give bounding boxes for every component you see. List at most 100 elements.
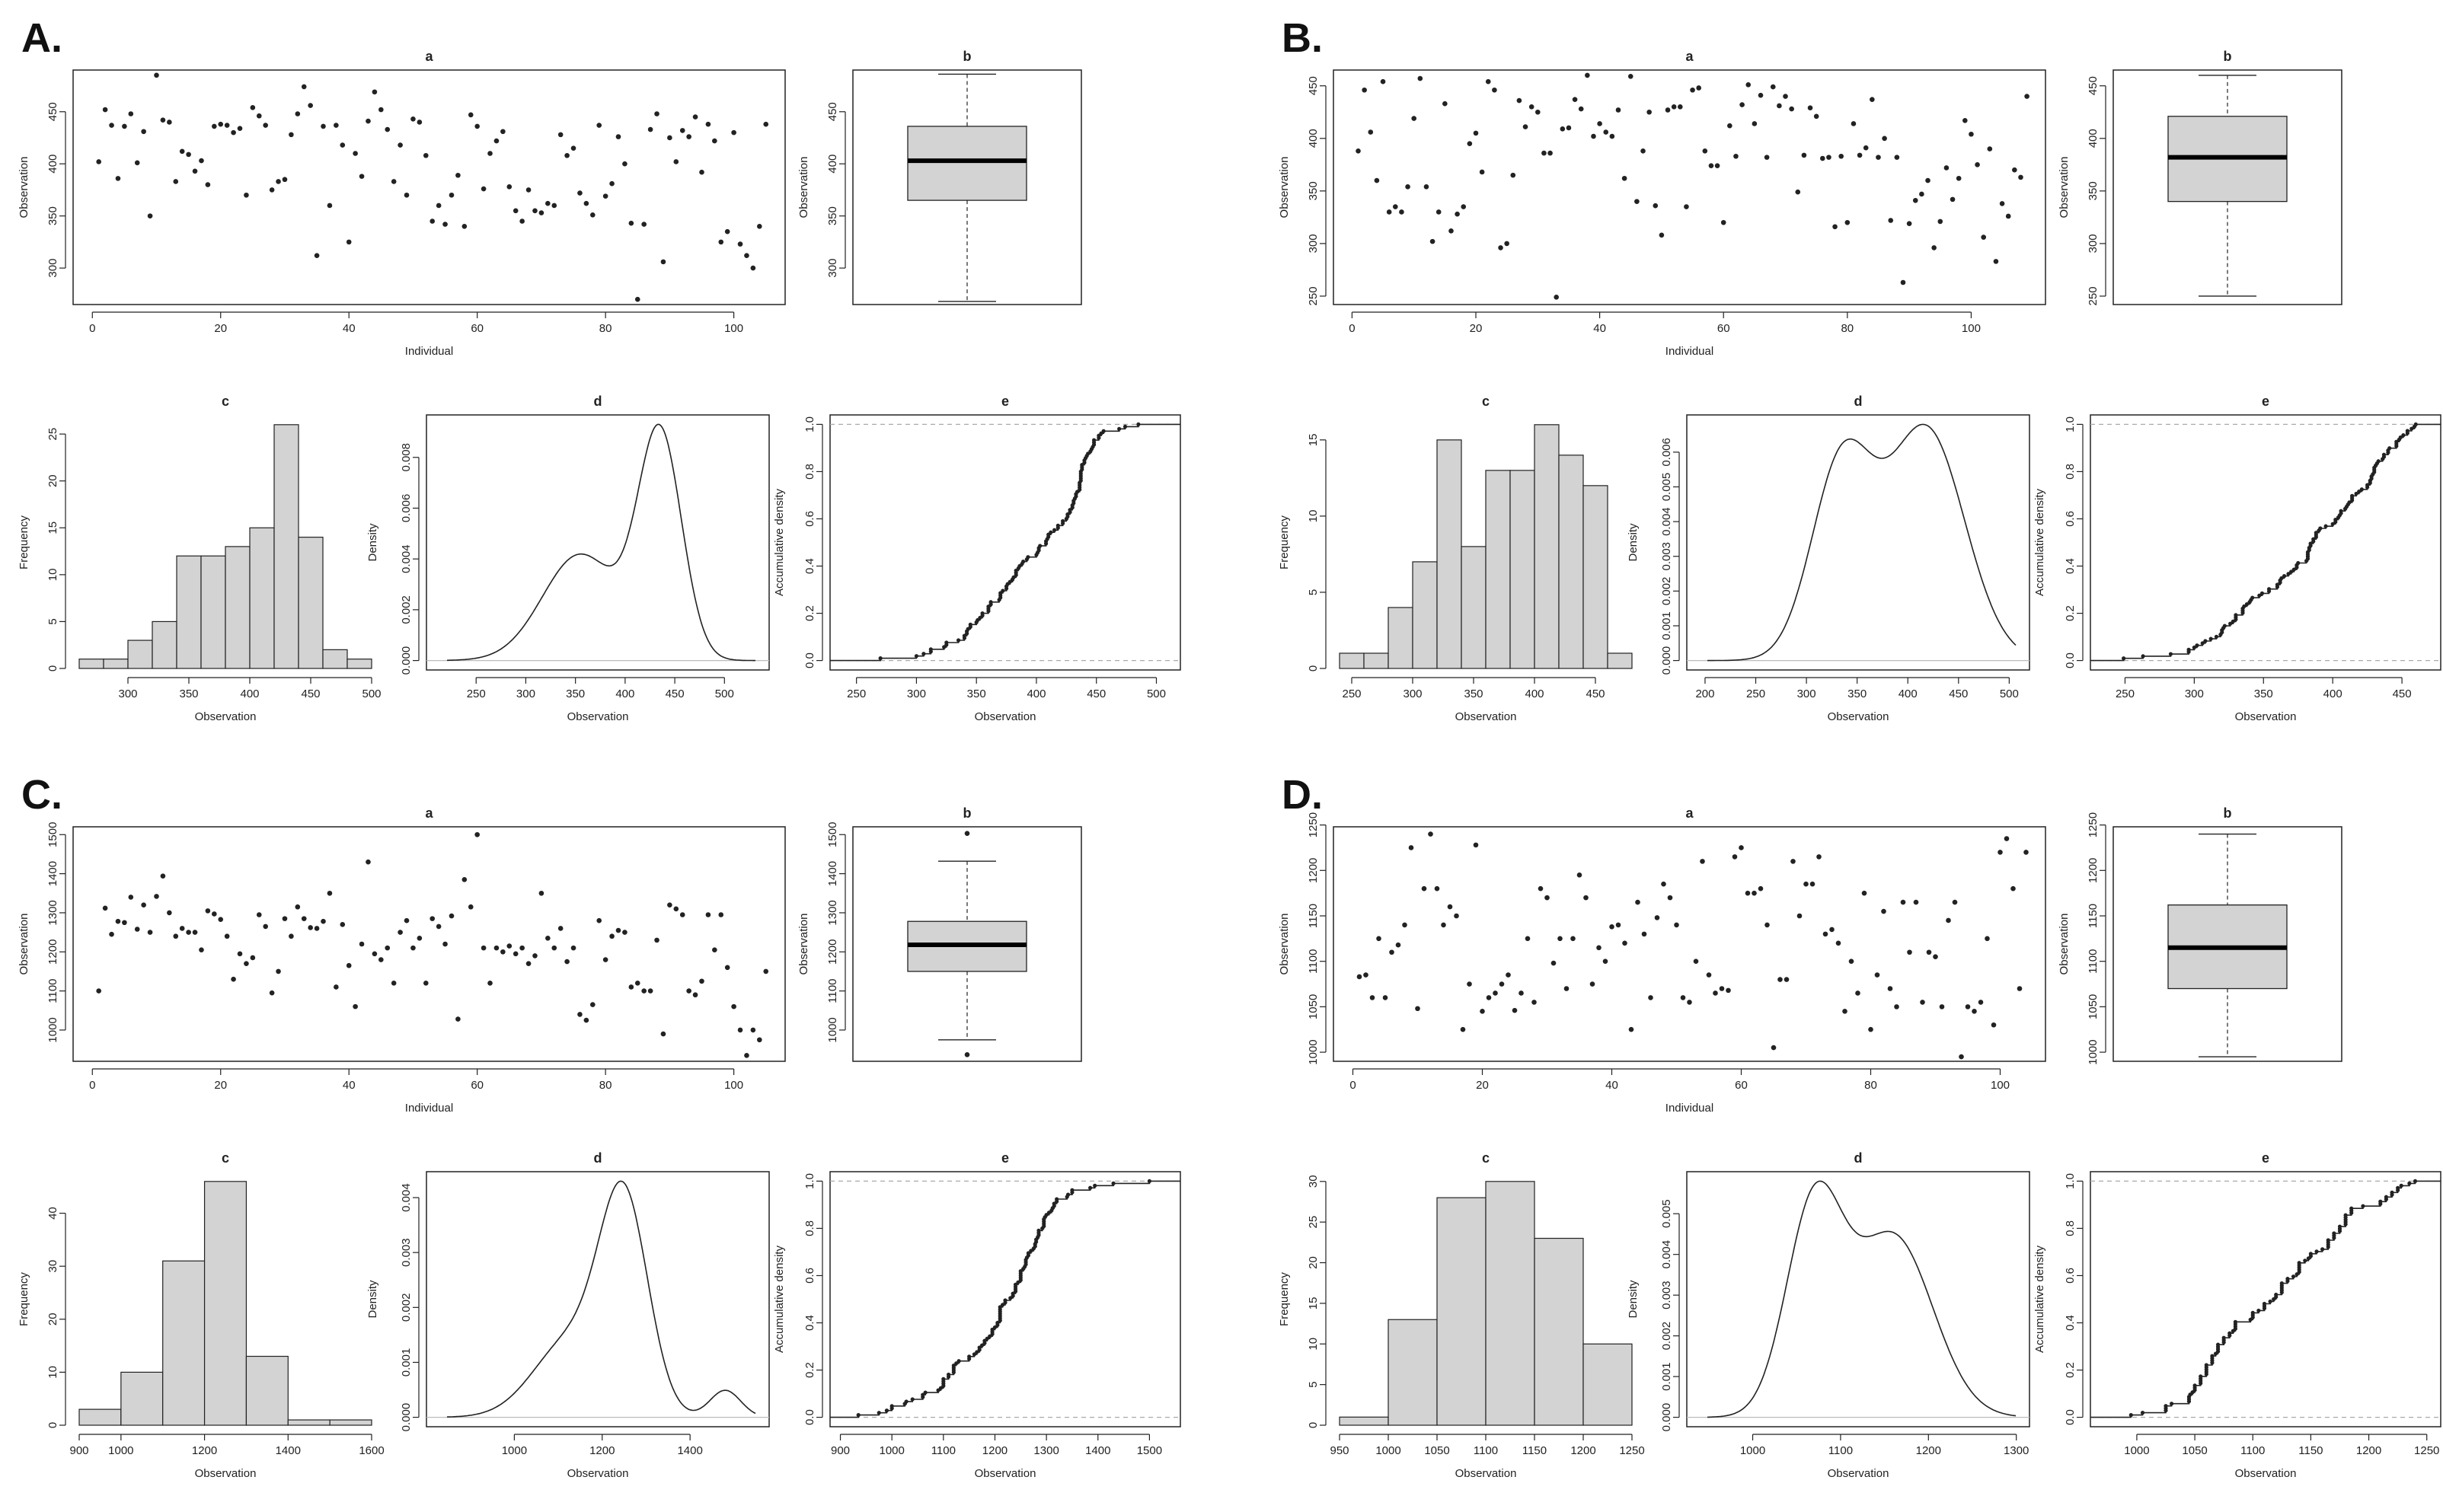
ecdf-point xyxy=(910,1397,915,1402)
plot-frame xyxy=(2090,1171,2441,1427)
y-tick-label: 1250 xyxy=(1307,812,1320,837)
data-point xyxy=(667,135,672,141)
subplot-title: a xyxy=(1685,805,1694,821)
y-tick-label: 0.001 xyxy=(400,1348,413,1377)
data-point xyxy=(1535,109,1541,115)
ecdf-point xyxy=(1136,422,1141,427)
data-point xyxy=(1408,845,1414,850)
data-point xyxy=(506,184,513,190)
ecdf-point xyxy=(2192,645,2196,650)
x-tick-label: 1250 xyxy=(2414,1444,2439,1457)
y-tick-label: 1300 xyxy=(46,900,59,925)
data-point xyxy=(1680,995,1686,1000)
data-point xyxy=(321,918,326,924)
y-tick-label: 5 xyxy=(46,618,59,624)
density-curve xyxy=(447,423,755,662)
data-point xyxy=(667,902,672,908)
subplot-title: b xyxy=(2224,805,2232,821)
y-axis-label: Accumulative density xyxy=(773,489,786,596)
data-point xyxy=(1931,245,1937,250)
data-point xyxy=(263,923,269,930)
data-point xyxy=(654,937,659,943)
plot-frame xyxy=(852,69,1082,305)
x-tick-label: 1000 xyxy=(879,1444,904,1457)
x-tick-label: 1150 xyxy=(1522,1444,1547,1457)
y-tick-label: 0.0 xyxy=(803,1409,816,1425)
data-point xyxy=(237,126,243,131)
data-point xyxy=(589,1002,596,1007)
data-point xyxy=(1538,885,1544,892)
data-point xyxy=(461,877,468,882)
ecdf-point xyxy=(2141,654,2145,659)
x-tick-label: 1150 xyxy=(2298,1444,2323,1457)
data-point xyxy=(289,132,294,138)
panel-d: D. a0 20 40 60 80 100100010501100115012001250I… xyxy=(1278,772,2441,1480)
x-tick-label: 350 xyxy=(566,687,585,700)
ecdf-point xyxy=(1003,1298,1008,1303)
x-tick-label: 80 xyxy=(1841,322,1854,335)
data-point xyxy=(167,910,172,916)
y-tick-label: 400 xyxy=(826,155,839,174)
subplot-title: b xyxy=(2224,49,2232,64)
subplot-a-scatter: a 0 20 40 60 80 100 300 350 400 450 Individual Obser… xyxy=(18,49,786,358)
ecdf-point xyxy=(2259,591,2265,595)
data-point xyxy=(1512,1007,1518,1013)
subplot-b-boxplot: b 300 350 400 450 Observation xyxy=(797,49,1082,305)
ecdf-point xyxy=(1088,1185,1093,1190)
data-point xyxy=(109,123,114,128)
data-point xyxy=(1486,995,1492,1000)
ecdf-point xyxy=(884,1408,889,1413)
data-point xyxy=(160,873,166,879)
x-axis-label: Individual xyxy=(405,345,453,358)
data-point xyxy=(1635,899,1640,905)
data-point xyxy=(1888,218,1894,223)
y-tick-label: 1200 xyxy=(826,939,839,965)
data-point xyxy=(1745,890,1751,896)
data-point xyxy=(1863,145,1869,151)
ecdf-point xyxy=(2286,572,2291,576)
y-tick-label: 0.4 xyxy=(2064,1315,2077,1331)
histogram-bar xyxy=(1363,652,1389,669)
x-tick-label: 400 xyxy=(2323,687,2342,700)
ecdf-point xyxy=(2231,619,2235,624)
data-point xyxy=(1714,163,1720,168)
ecdf-point xyxy=(904,1399,909,1404)
x-tick-label: 1600 xyxy=(359,1444,384,1457)
ecdf-point xyxy=(980,611,985,616)
y-tick-label: 0.002 xyxy=(1660,1322,1673,1351)
x-tick-label: 400 xyxy=(1525,687,1544,700)
subplot-b-boxplot: b 250 300 350 400 450 Observation xyxy=(2058,49,2342,305)
ecdf-point xyxy=(936,1388,940,1392)
data-point xyxy=(1752,890,1757,896)
x-tick-label: 1050 xyxy=(2182,1444,2207,1457)
x-axis-label: Observation xyxy=(1455,710,1517,723)
y-axis-label: Density xyxy=(1627,523,1640,562)
subplot-a-scatter: a 0 20 40 60 80 100 1000 1050 1100 1150 1200 1250 Ind… xyxy=(1278,805,2046,1115)
ecdf-point xyxy=(2387,446,2392,451)
data-point xyxy=(417,936,423,941)
data-point xyxy=(224,123,230,128)
x-tick-label: 60 xyxy=(1735,1079,1748,1092)
ecdf-point xyxy=(2390,1190,2394,1195)
data-point xyxy=(468,112,474,118)
ecdf-point xyxy=(2394,439,2399,444)
histogram-bar xyxy=(329,1419,372,1426)
data-point xyxy=(1999,201,2005,206)
subplot-d-density: d 200 250 300 350 400 450 500 0.000 0.001 0.002 0.0… xyxy=(1627,394,2030,723)
y-tick-label: 0.6 xyxy=(803,1268,816,1284)
ecdf-point xyxy=(2170,1402,2174,1406)
ecdf-point xyxy=(2234,613,2238,617)
data-point xyxy=(1993,259,1999,264)
x-tick-label: 1400 xyxy=(1085,1444,1110,1457)
plot-frame xyxy=(1686,1171,2030,1427)
x-tick-label: 60 xyxy=(471,1079,484,1092)
x-tick-label: 1000 xyxy=(1740,1444,1765,1457)
data-point xyxy=(731,129,736,136)
data-point xyxy=(1950,196,1956,203)
data-point xyxy=(385,126,391,132)
data-point xyxy=(1690,87,1695,93)
data-point xyxy=(1946,917,1951,923)
data-point xyxy=(250,955,256,961)
y-tick-label: 0.2 xyxy=(2064,605,2077,621)
data-point xyxy=(1764,922,1770,928)
